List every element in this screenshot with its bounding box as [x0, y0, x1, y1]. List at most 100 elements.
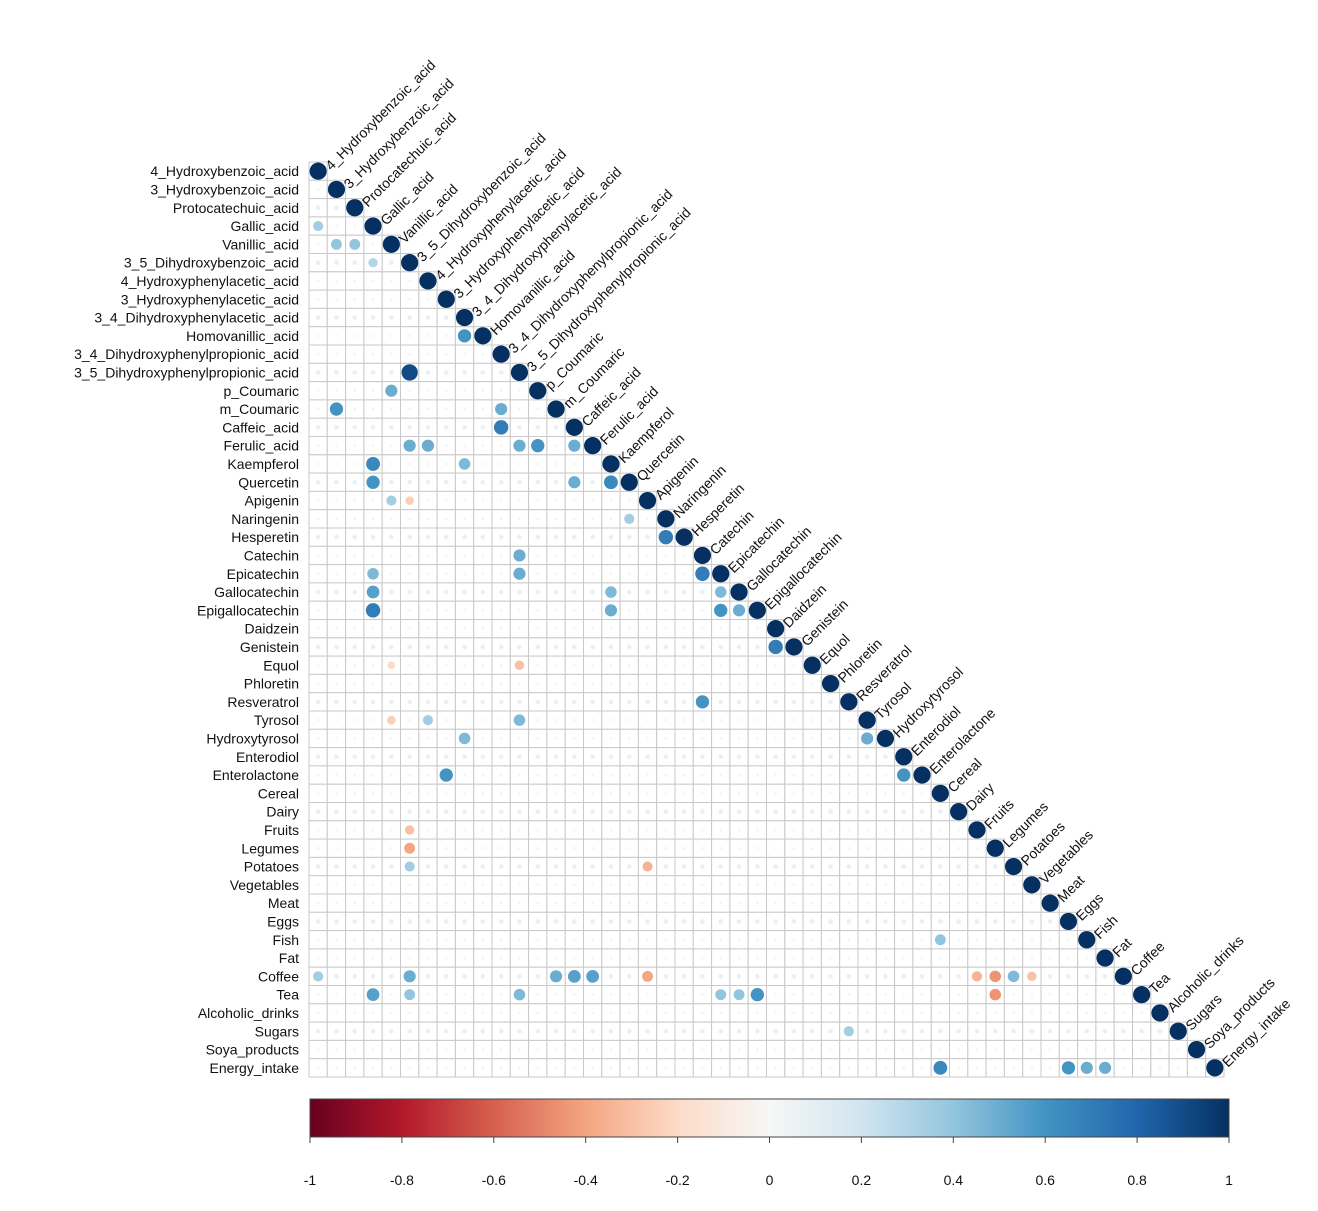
corr-point-quercetin-caffeic-acid	[568, 476, 581, 489]
corr-point-enterodiol-resveratrol	[846, 754, 852, 760]
corr-point-potatoes-phloretin	[828, 864, 833, 869]
corr-point-coffee-naringenin	[663, 973, 669, 979]
corr-point-m-coumaric-3-4-dihydroxyphenylacetic-acid	[463, 407, 466, 411]
corr-point-eggs-legumes	[992, 919, 998, 924]
corr-point-tea-vanillic-acid	[389, 993, 393, 997]
row-label-homovanillic-acid: Homovanillic_acid	[186, 328, 299, 344]
corr-point-genistein-4-hydroxyphenylacetic-acid	[425, 644, 431, 650]
corr-point-potatoes-daidzein	[773, 864, 779, 869]
corr-point-kaempferol-caffeic-acid	[572, 462, 576, 466]
row-label-equol: Equol	[263, 657, 299, 673]
corr-point-meat-caffeic-acid	[572, 901, 576, 905]
corr-point-tea-kaempferol	[609, 993, 613, 997]
corr-point-sugars-alcoholic-drinks	[1157, 1028, 1163, 1034]
corr-point-soya-products-equol	[810, 1048, 814, 1051]
corr-point-daidzein-3-4-dihydroxyphenylacetic-acid	[463, 627, 466, 631]
corr-point-hesperetin-3-4-dihydroxyphenylacetic-acid	[462, 534, 467, 540]
corr-point-naringenin-ferulic-acid	[591, 517, 595, 521]
corr-point-tea-fat	[1103, 993, 1107, 997]
corr-point-energy-intake-quercetin	[627, 1066, 631, 1070]
corr-point-energy-intake-m-coumaric	[554, 1066, 558, 1070]
colorbar-tick-label: 0.6	[1035, 1172, 1055, 1188]
corr-point-alcoholic-drinks-legumes	[993, 1011, 997, 1015]
corr-point-energy-intake-equol	[810, 1066, 814, 1070]
corr-point-legumes-kaempferol	[609, 846, 613, 850]
corr-point-protocatechuic-acid-3-hydroxybenzoic-acid	[334, 205, 339, 211]
corr-point-coffee-hesperetin	[681, 973, 687, 979]
corr-point-soya-products-3-4-dihydroxyphenylpropionic-acid	[499, 1048, 503, 1051]
corr-point-legumes-homovanillic-acid	[481, 846, 485, 850]
corr-point-naringenin-3-hydroxyphenylacetic-acid	[444, 517, 448, 521]
corr-point-dairy-gallic-acid	[370, 809, 376, 815]
corr-point-enterolactone-3-hydroxyphenylacetic-acid	[439, 768, 453, 782]
corr-point-enterodiol-genistein	[791, 754, 797, 760]
corr-point-sugars-cereal	[937, 1028, 943, 1034]
corr-point-alcoholic-drinks-3-4-dihydroxyphenylacetic-acid	[463, 1011, 466, 1015]
corr-point-fruits-apigenin	[646, 828, 649, 832]
corr-point-gallocatechin-apigenin	[645, 589, 650, 595]
corr-point-ferulic-acid-ferulic-acid	[584, 437, 602, 455]
corr-point-apigenin-gallic-acid	[371, 499, 375, 502]
row-label-enterolactone: Enterolactone	[213, 767, 300, 783]
corr-point-gallic-acid-protocatechuic-acid	[353, 224, 357, 228]
corr-point-tyrosol-ferulic-acid	[591, 718, 595, 722]
corr-point-fruits-enterolactone	[920, 828, 924, 832]
corr-point-legumes-dairy	[957, 846, 961, 850]
corr-point-fish-fruits	[975, 938, 979, 942]
corr-point-coffee-protocatechuic-acid	[352, 973, 358, 979]
corr-point-ferulic-acid-3-4-dihydroxyphenylacetic-acid	[463, 444, 466, 448]
corr-point-resveratrol-apigenin	[645, 699, 650, 705]
corr-point-energy-intake-daidzein	[774, 1066, 778, 1070]
colorbar-tick-label: -0.2	[666, 1172, 690, 1188]
corr-point-energy-intake-epigallocatechin	[755, 1066, 759, 1070]
corr-point-3-5-dihydroxybenzoic-acid-3-5-dihydroxybenzoic-acid	[401, 254, 419, 272]
corr-point-enterolactone-quercetin	[627, 773, 631, 777]
corr-point-hesperetin-3-5-dihydroxyphenylpropionic-acid	[517, 534, 522, 540]
corr-point-3-4-dihydroxyphenylpropionic-acid-3-5-dihydroxybenzoic-acid	[408, 352, 412, 356]
corr-point-fat-equol	[810, 956, 814, 960]
corr-point-equol-epicatechin	[719, 663, 723, 667]
corr-point-tea-eggs	[1067, 993, 1070, 997]
corr-point-epigallocatechin-homovanillic-acid	[481, 608, 485, 612]
corr-point-epigallocatechin-4-hydroxyphenylacetic-acid	[426, 608, 430, 612]
corr-point-tyrosol-3-4-dihydroxyphenylacetic-acid	[463, 718, 466, 722]
corr-point-meat-equol	[810, 901, 814, 905]
corr-point-coffee-homovanillic-acid	[480, 973, 486, 979]
colorbar-tick-label: -1	[304, 1172, 317, 1188]
corr-point-3-4-dihydroxyphenylpropionic-acid-4-hydroxybenzoic-acid	[316, 352, 320, 356]
corr-point-naringenin-homovanillic-acid	[481, 517, 485, 521]
corr-point-genistein-kaempferol	[608, 644, 614, 650]
corr-point-kaempferol-3-4-dihydroxyphenylpropionic-acid	[499, 462, 503, 466]
corr-point-enterolactone-gallocatechin	[737, 773, 741, 777]
corr-point-fruits-tyrosol	[865, 828, 869, 832]
corr-point-quercetin-ferulic-acid	[590, 479, 596, 485]
corr-point-quercetin-p-coumaric	[535, 479, 541, 485]
corr-point-enterolactone-daidzein	[774, 773, 778, 777]
corr-point-energy-intake-3-4-dihydroxyphenylacetic-acid	[463, 1066, 466, 1070]
corr-point-cereal-3-hydroxybenzoic-acid	[335, 791, 338, 795]
corr-point-3-hydroxyphenylacetic-acid-gallic-acid	[371, 297, 375, 301]
corr-point-legumes-hesperetin	[682, 846, 686, 850]
corr-point-enterolactone-naringenin	[664, 773, 668, 777]
corr-point-hydroxytyrosol-3-hydroxyphenylacetic-acid	[444, 737, 448, 740]
corr-point-tea-m-coumaric	[554, 993, 558, 997]
corr-point-fish-p-coumaric	[536, 938, 540, 942]
corr-point-fish-eggs	[1067, 938, 1070, 942]
corr-point-coffee-caffeic-acid	[567, 969, 581, 983]
corr-point-sugars-eggs	[1066, 1028, 1071, 1034]
corr-point-legumes-enterodiol	[902, 846, 906, 850]
corr-point-tea-catechin	[701, 993, 704, 997]
corr-point-daidzein-m-coumaric	[554, 627, 558, 631]
corr-point-ferulic-acid-3-hydroxybenzoic-acid	[335, 444, 338, 448]
corr-point-tea-coffee	[1121, 993, 1125, 997]
corr-point-tea-cereal	[938, 993, 942, 997]
corr-point-cereal-daidzein	[774, 791, 778, 795]
corr-point-meat-3-5-dihydroxyphenylpropionic-acid	[518, 901, 521, 905]
corr-point-epigallocatechin-ferulic-acid	[591, 608, 595, 612]
row-label-resveratrol: Resveratrol	[227, 694, 299, 710]
corr-point-epicatechin-naringenin	[664, 572, 668, 576]
corr-point-tea-enterodiol	[902, 993, 906, 997]
corr-point-3-5-dihydroxyphenylpropionic-acid-protocatechuic-acid	[352, 370, 358, 375]
corr-point-epicatechin-3-hydroxybenzoic-acid	[335, 572, 338, 576]
corr-point-coffee-epicatechin	[718, 973, 724, 979]
